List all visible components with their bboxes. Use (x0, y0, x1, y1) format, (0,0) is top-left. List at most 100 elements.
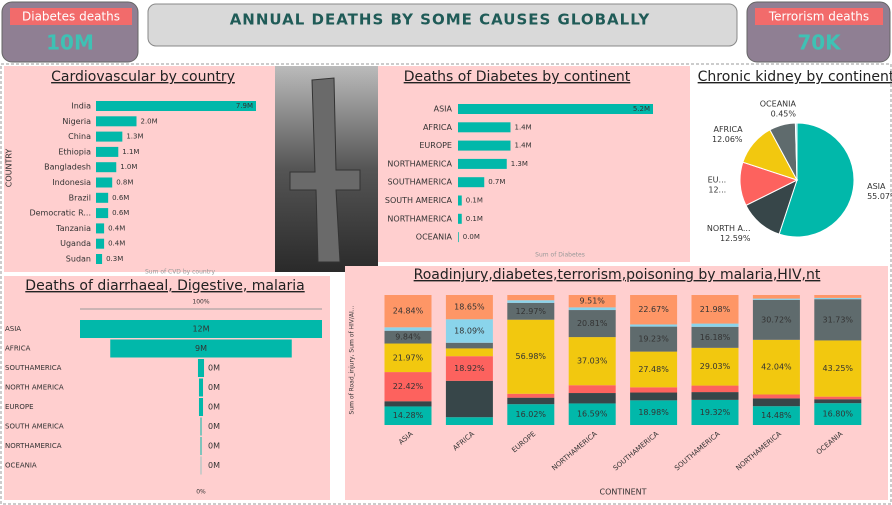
bar-segment (814, 396, 862, 400)
data-label: 16.02% (516, 410, 547, 419)
pie-label: EU... (708, 176, 727, 185)
bar-segment (568, 385, 616, 394)
y-axis-title: Sum of Road_injury, Sum of HIV/AI... (349, 305, 356, 414)
card-strip (755, 8, 883, 25)
funnel-bar (80, 320, 322, 338)
bar-segment (384, 372, 432, 402)
bar-segment (568, 393, 616, 404)
data-label: 9.51% (579, 297, 605, 306)
data-label: 0.6M (112, 209, 129, 217)
bar-segment (752, 406, 800, 425)
funnel-bar (110, 339, 292, 358)
bar-segment (814, 299, 862, 341)
bar-segment (384, 343, 432, 373)
bar-segment (507, 295, 555, 301)
y-tick-label: SOUTH AMERICA (5, 423, 64, 431)
data-label: 12M (192, 325, 209, 334)
bar-segment (630, 324, 678, 327)
bar (458, 140, 511, 151)
y-tick-label: SOUTHAMERICA (5, 364, 62, 372)
bar (458, 195, 462, 206)
bar-segment (568, 295, 616, 308)
data-label: 1.0M (120, 163, 137, 171)
bar-segment (691, 385, 739, 393)
y-tick-label: NORTHAMERICA (5, 442, 62, 450)
bar (458, 158, 507, 169)
data-label: 20.81% (577, 319, 608, 328)
bar (96, 116, 137, 127)
page-title: ANNUAL DEATHS BY SOME CAUSES GLOBALLY (230, 11, 651, 29)
bar-segment (752, 298, 800, 300)
bar (96, 208, 109, 219)
bar-segment (384, 330, 432, 344)
bar (458, 122, 511, 133)
bar-segment (384, 327, 432, 331)
data-label: 0.3M (106, 255, 123, 263)
y-tick-label: Uganda (60, 239, 91, 248)
pie-slice (778, 122, 855, 238)
data-label: 37.03% (577, 357, 608, 366)
bar-segment (384, 406, 432, 425)
bar (96, 162, 117, 173)
y-tick-label: EUROPE (419, 141, 452, 150)
chart-title: Chronic kidney by continent (698, 69, 892, 85)
pie-label: OCEANIA (760, 100, 797, 109)
pie-value: 12.59% (720, 234, 751, 243)
pie-value: 0.45% (771, 110, 797, 119)
data-label: 16.59% (577, 410, 608, 419)
funnel-top: 100% (192, 299, 209, 306)
bar-segment (630, 326, 678, 352)
bar-segment (445, 342, 493, 349)
y-tick-label: NORTH AMERICA (5, 384, 64, 392)
y-tick-label: OCEANIA (416, 233, 453, 242)
data-label: 0.8M (116, 179, 133, 187)
data-label: 18.92% (454, 364, 485, 373)
bar (96, 146, 119, 157)
data-label: 42.04% (761, 363, 792, 372)
data-label: 0.1M (466, 197, 483, 205)
chart-title: Roadinjury,diabetes,terrorism,poisoning … (414, 267, 821, 283)
bar-segment (814, 295, 862, 298)
data-label: 16.80% (823, 410, 854, 419)
data-label: 1.3M (511, 160, 528, 168)
bar-segment (630, 351, 678, 388)
pie-label: NORTH A... (707, 224, 751, 233)
x-axis-title: Sum of Diabetes (535, 252, 585, 259)
data-label: 16.18% (700, 333, 731, 342)
bar (96, 223, 105, 234)
card-label: Terrorism deaths (768, 10, 869, 24)
y-tick-label: Democratic R... (29, 209, 91, 218)
card-value: 70K (797, 31, 842, 55)
y-tick-label: SOUTHAMERICA (387, 178, 452, 187)
bar-segment (691, 295, 739, 324)
data-label: 21.98% (700, 305, 731, 314)
chart-title: Deaths of Diabetes by continent (404, 69, 631, 85)
bar-segment (691, 323, 739, 327)
bar (96, 177, 113, 188)
data-label: 0.6M (112, 194, 129, 202)
bar-segment (507, 319, 555, 394)
y-tick-label: Indonesia (52, 178, 91, 187)
photo-cross (289, 77, 361, 263)
bar-segment (752, 398, 800, 407)
bar-segment (507, 393, 555, 398)
pie-label: ASIA (867, 182, 886, 191)
bar-segment (445, 380, 493, 418)
bar-segment (568, 307, 616, 311)
bar-segment (507, 300, 555, 303)
data-label: 18.09% (454, 327, 485, 336)
bar-segment (630, 387, 678, 393)
data-label: 29.03% (700, 362, 731, 371)
data-label: 0.7M (488, 178, 505, 186)
data-label: 18.98% (638, 408, 669, 417)
data-label: 1.1M (122, 148, 139, 156)
panel (4, 276, 330, 500)
x-axis-title: Sum of CVD by country (145, 269, 216, 276)
bar (458, 213, 462, 224)
y-tick-label: Ethiopia (58, 147, 91, 156)
bar-segment (814, 297, 862, 300)
header (147, 3, 738, 47)
bar-segment (630, 295, 678, 325)
y-tick-label: AFRICA (423, 123, 453, 132)
